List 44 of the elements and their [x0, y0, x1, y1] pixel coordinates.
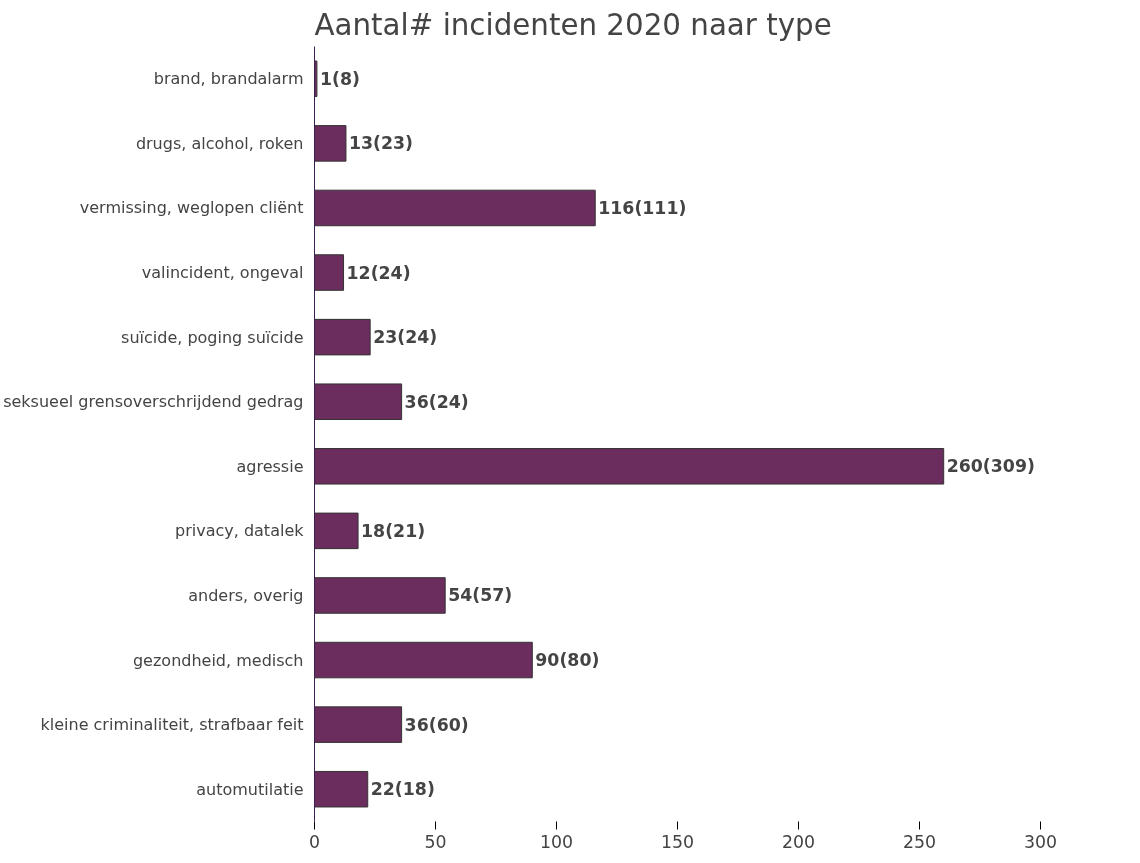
data-label: 36(60) [404, 714, 469, 735]
x-tick-label: 150 [660, 831, 695, 852]
bar [314, 383, 403, 420]
data-label: 22(18) [370, 779, 435, 800]
x-tick-label: 300 [1023, 831, 1058, 852]
y-tick-label: vermissing, weglopen cliënt [79, 198, 304, 218]
y-tick-label: agressie [236, 456, 304, 476]
data-label: 116(111) [598, 197, 687, 218]
data-label: 1(8) [319, 68, 360, 89]
bar [314, 318, 371, 356]
y-tick-label: brand, brandalarm [153, 69, 304, 89]
data-label: 12(24) [346, 262, 411, 283]
bar [314, 641, 533, 679]
data-label: 260(309) [946, 456, 1035, 477]
y-tick-label: automutilatie [196, 779, 304, 799]
bar [314, 706, 403, 743]
data-label: 54(57) [448, 585, 513, 606]
chart-title: Aantal# incidenten 2020 naar type [314, 7, 832, 42]
data-label: 36(24) [404, 391, 469, 412]
y-tick-label: privacy, datalek [175, 521, 305, 541]
bar [314, 254, 345, 291]
x-tick-label: 200 [781, 831, 816, 852]
data-label: 90(80) [535, 650, 600, 671]
x-tick-label: 50 [424, 831, 447, 852]
y-tick-label: gezondheid, medisch [132, 650, 304, 670]
y-tick-label: valincident, ongeval [141, 263, 304, 283]
data-label: 18(21) [361, 520, 426, 541]
data-label: 13(23) [348, 133, 414, 154]
bar [314, 448, 945, 485]
bar [314, 577, 446, 614]
y-tick-label: drugs, alcohol, roken [135, 133, 304, 153]
y-tick-label: suïcide, poging suïcide [121, 327, 304, 347]
bar [314, 189, 596, 227]
bar [314, 770, 369, 808]
y-tick-label: anders, overig [188, 585, 304, 605]
x-tick-label: 100 [539, 831, 574, 852]
y-tick-label: seksueel grensoverschrijdend gedrag [3, 392, 304, 412]
x-tick-label: 250 [902, 831, 937, 852]
x-tick-label: 0 [308, 831, 321, 852]
y-tick-label: kleine criminaliteit, strafbaar feit [40, 715, 304, 735]
bar [314, 60, 318, 98]
bar [314, 125, 347, 162]
data-label: 23(24) [373, 327, 438, 348]
bar [314, 512, 359, 550]
